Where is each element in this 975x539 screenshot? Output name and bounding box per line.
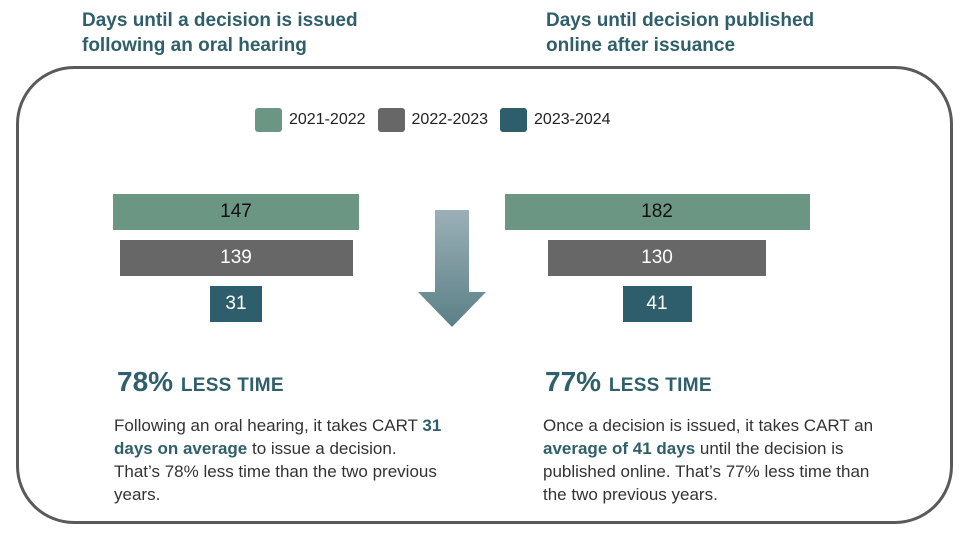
left-summary-text: Following an oral hearing, it takes CART… [114, 414, 444, 506]
legend-label-2023: 2023-2024 [534, 111, 611, 128]
left-bar-label-2023-2024: 31 [225, 293, 247, 314]
left-text-bold: 31 days on average [114, 416, 442, 458]
legend-item-2021: 2021-2022 [255, 108, 366, 132]
left-percent-headline: 78% LESS TIME [117, 366, 284, 398]
legend-label-2022: 2022-2023 [411, 111, 489, 128]
right-bar-2023-2024: 41 [622, 286, 692, 322]
legend-swatch-2021 [255, 108, 282, 132]
right-bar-label-2022-2023: 130 [641, 247, 673, 268]
legend-item-2022: 2022-2023 [377, 108, 489, 132]
legend-swatch-2023 [500, 108, 528, 132]
right-text-b: until the decision is published online. … [543, 439, 870, 504]
left-less-time-label: LESS TIME [180, 375, 284, 396]
left-bar-label-2022-2023: 139 [220, 247, 252, 268]
left-bar-2023-2024: 31 [210, 286, 262, 322]
right-bar-label-2023-2024: 41 [646, 293, 668, 314]
right-text-a: Once a decision is issued, it takes CART… [543, 416, 874, 435]
right-bar-2021-2022: 182 [504, 194, 810, 230]
legend: 2021-2022 2022-2023 2023-2024 [255, 108, 623, 132]
legend-swatch-2022 [377, 108, 405, 132]
right-bar-2022-2023: 130 [548, 240, 766, 276]
right-text-bold: average of 41 days [543, 439, 696, 458]
right-chart-title: Days until decision published online aft… [546, 10, 815, 56]
left-bar-2022-2023: 139 [119, 240, 353, 276]
down-arrow-icon [418, 210, 486, 327]
left-bar-2021-2022: 147 [113, 194, 359, 230]
left-text-b: to issue a decision. That’s 78% less tim… [114, 439, 437, 504]
legend-label-2021: 2021-2022 [289, 111, 366, 128]
left-text-a: Following an oral hearing, it takes CART [114, 416, 423, 435]
rounded-frame [16, 66, 953, 524]
left-chart-title: Days until a decision is issued followin… [82, 10, 358, 56]
right-percent-headline: 77% LESS TIME [545, 366, 712, 398]
right-summary-text: Once a decision is issued, it takes CART… [543, 414, 878, 506]
right-bar-label-2021-2022: 182 [641, 201, 673, 222]
right-less-time-label: LESS TIME [608, 375, 712, 396]
right-percent: 77% [545, 366, 602, 397]
left-bar-label-2021-2022: 147 [220, 201, 252, 222]
legend-item-2023: 2023-2024 [500, 108, 611, 132]
left-percent: 78% [117, 366, 174, 397]
